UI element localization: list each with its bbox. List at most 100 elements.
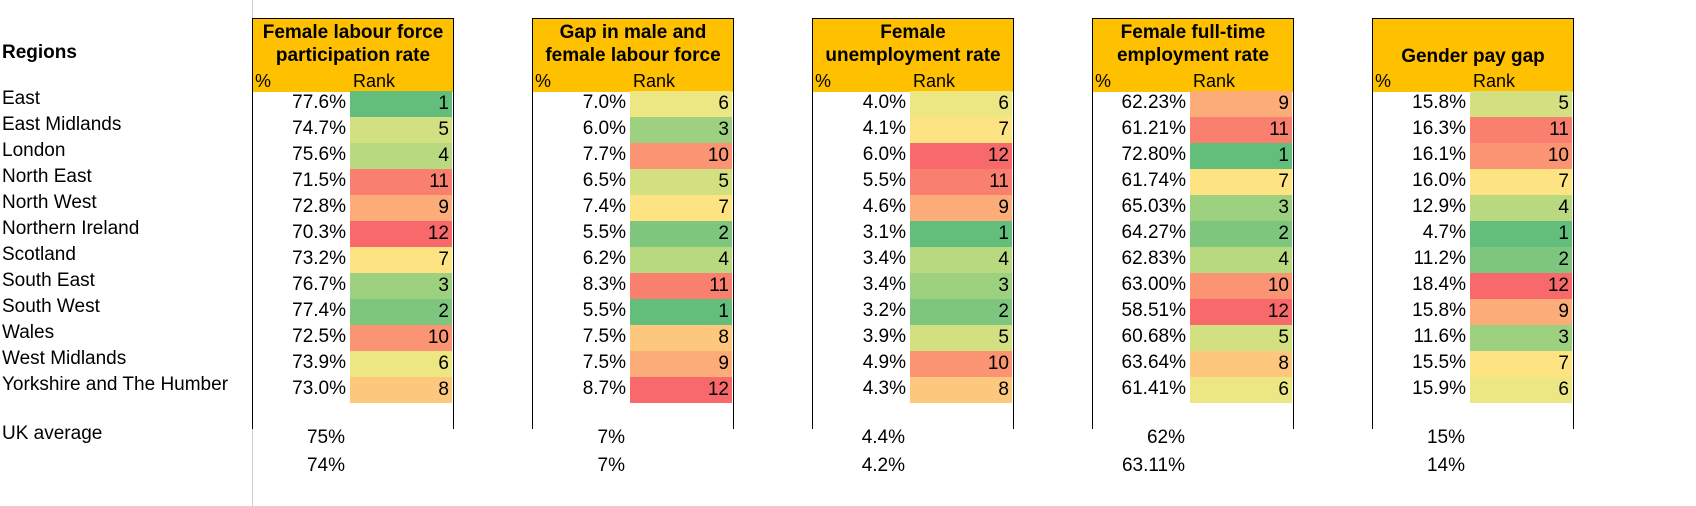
rank-cell: 10 [1190, 273, 1292, 299]
uk-average-value-secondary: 4.2% [861, 455, 905, 476]
rank-cell: 7 [1470, 351, 1572, 377]
metric-value: 4.7% [1422, 222, 1466, 243]
rank-cell: 11 [1190, 117, 1292, 143]
region-label: North West [2, 192, 97, 213]
metric-header: Gap in male and female labour force% Rank [532, 18, 734, 92]
metric-value: 70.3% [292, 222, 346, 243]
rank-cell: 9 [910, 195, 1012, 221]
percent-label: % [255, 71, 272, 91]
rank-cell: 9 [350, 195, 452, 221]
metric-value: 3.9% [862, 326, 906, 347]
metric-value: 65.03% [1121, 196, 1186, 217]
metric-value: 75.6% [292, 144, 346, 165]
rank-cell: 11 [910, 169, 1012, 195]
uk-average-value-secondary: 14% [1426, 455, 1465, 476]
rank-cell: 11 [1470, 117, 1572, 143]
rank-cell: 5 [1470, 91, 1572, 117]
regions-header: Regions [2, 42, 77, 63]
metric-title-line1: Female [880, 22, 946, 43]
metric-value: 5.5% [582, 222, 626, 243]
rank-cell: 3 [910, 273, 1012, 299]
metric-title: Gap in male and female labour force [533, 21, 733, 67]
rank-cell: 4 [1190, 247, 1292, 273]
metric-value: 61.41% [1121, 378, 1186, 399]
rank-cell: 6 [630, 91, 732, 117]
rank-cell: 10 [910, 351, 1012, 377]
metric-group: Female labour force participation rate% Ra… [252, 0, 454, 476]
uk-average-value: 15% [1426, 427, 1465, 448]
percent-label: % [1095, 71, 1112, 91]
metric-body: 7.0% 6 6.0% 3 7.7% 10 6.5% 5 7.4% 7 5.5% 2 6.2% 4 8.3%… [532, 91, 734, 429]
metric-header: Female unemployment rate% Rank [812, 18, 1014, 92]
metric-group: Female unemployment rate% Rank 4.0% 6 4.1% 7 6.… [812, 0, 1014, 476]
rank-cell: 10 [630, 143, 732, 169]
metric-value: 12.9% [1412, 196, 1466, 217]
metric-value: 4.3% [862, 378, 906, 399]
metric-body: 4.0% 6 4.1% 7 6.0% 12 5.5% 11 4.6% 9 3.1% 1 3.4% 4 3.4… [812, 91, 1014, 429]
rank-label: Rank [1193, 71, 1236, 91]
metric-value: 72.8% [292, 196, 346, 217]
metric-value: 73.9% [292, 352, 346, 373]
rank-cell: 6 [350, 351, 452, 377]
metric-value: 7.7% [582, 144, 626, 165]
rank-cell: 9 [1470, 299, 1572, 325]
rank-cell: 2 [630, 221, 732, 247]
uk-average-value-secondary: 7% [597, 455, 625, 476]
metric-header: Female full-time employment rate% Rank [1092, 18, 1294, 92]
metric-title-line1: Gender pay gap [1401, 46, 1545, 67]
uk-average-value-secondary: 74% [306, 455, 345, 476]
metric-value: 4.0% [862, 92, 906, 113]
metric-value: 63.00% [1121, 274, 1186, 295]
rank-cell: 1 [630, 299, 732, 325]
rank-cell: 7 [1470, 169, 1572, 195]
uk-average-value: 62% [1146, 427, 1185, 448]
metric-value: 64.27% [1121, 222, 1186, 243]
metric-value: 74.7% [292, 118, 346, 139]
rank-cell: 8 [350, 377, 452, 403]
metric-group: Female full-time employment rate% Rank 62.2… [1092, 0, 1294, 476]
rank-cell: 1 [910, 221, 1012, 247]
uk-average-value: 7% [597, 427, 625, 448]
metric-value: 72.80% [1121, 144, 1186, 165]
rank-cell: 6 [910, 91, 1012, 117]
rank-cell: 3 [1190, 195, 1292, 221]
rank-cell: 7 [630, 195, 732, 221]
rank-cell: 12 [910, 143, 1012, 169]
rank-cell: 9 [630, 351, 732, 377]
metric-value: 3.2% [862, 300, 906, 321]
metric-value: 4.1% [862, 118, 906, 139]
metric-value: 7.0% [582, 92, 626, 113]
metric-title: Gender pay gap [1373, 45, 1573, 68]
metric-value: 6.2% [582, 248, 626, 269]
metric-body: 77.6% 1 74.7% 5 75.6% 4 71.5% 11 72.8% 9 70.3% 12 73… [252, 91, 454, 429]
metric-value: 6.0% [582, 118, 626, 139]
rank-cell: 11 [630, 273, 732, 299]
rank-cell: 10 [350, 325, 452, 351]
metric-value: 5.5% [582, 300, 626, 321]
rank-cell: 10 [1470, 143, 1572, 169]
metric-value: 6.0% [862, 144, 906, 165]
metric-value: 11.2% [1413, 248, 1466, 269]
region-label: West Midlands [2, 348, 127, 369]
rank-label: Rank [353, 71, 396, 91]
metric-body: 62.23% 9 61.21% 11 72.80% 1 61.74% 7 65.03% 3 64.2… [1092, 91, 1294, 429]
rank-cell: 4 [630, 247, 732, 273]
rank-cell: 7 [1190, 169, 1292, 195]
metric-value: 18.4% [1412, 274, 1466, 295]
region-label: East [2, 88, 41, 109]
region-label: Scotland [2, 244, 76, 265]
rank-cell: 12 [350, 221, 452, 247]
uk-average-value: 75% [306, 427, 345, 448]
metric-title-line2: employment rate [1116, 45, 1270, 66]
metric-value: 7.5% [582, 326, 626, 347]
rank-cell: 11 [350, 169, 452, 195]
region-label: Yorkshire and The Humber [2, 374, 229, 395]
region-label: East Midlands [2, 114, 122, 135]
percent-label: % [815, 71, 832, 91]
rank-cell: 2 [350, 299, 452, 325]
rank-cell: 9 [1190, 91, 1292, 117]
metric-value: 16.3% [1412, 118, 1466, 139]
rank-cell: 1 [1470, 221, 1572, 247]
metric-value: 8.3% [582, 274, 626, 295]
metric-title: Female unemployment rate [813, 21, 1013, 67]
